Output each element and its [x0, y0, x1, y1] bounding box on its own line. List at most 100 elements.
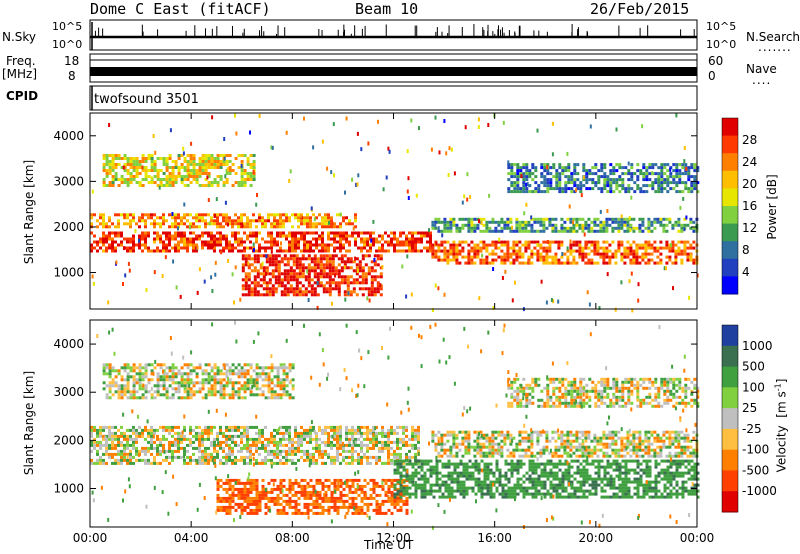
- heatmap-cell: [575, 217, 579, 221]
- heatmap-cell: [465, 486, 469, 490]
- heatmap-cell: [325, 263, 329, 267]
- heatmap-cell: [376, 254, 380, 258]
- heatmap-cell: [207, 222, 210, 226]
- heatmap-cell: [378, 455, 381, 459]
- heatmap-cell: [575, 261, 579, 265]
- heatmap-cell: [663, 178, 667, 182]
- heatmap-cell: [345, 461, 348, 465]
- heatmap-cell: [225, 213, 228, 217]
- heatmap-cell: [381, 425, 384, 429]
- heatmap-cell: [177, 449, 180, 453]
- heatmap-cell: [207, 458, 210, 462]
- heatmap-cell: [255, 240, 258, 244]
- heatmap-cell: [225, 222, 228, 226]
- heatmap-cell: [276, 243, 279, 247]
- heatmap-cell: [584, 255, 588, 259]
- heatmap-cell: [348, 222, 351, 226]
- heatmap-cell: [295, 278, 299, 282]
- heatmap-cell: [417, 446, 420, 450]
- heatmap-cell: [192, 216, 195, 220]
- heatmap-cell: [222, 213, 225, 217]
- heatmap-cell: [147, 181, 151, 184]
- heatmap-cell: [144, 157, 148, 160]
- heatmap-cell: [282, 455, 285, 459]
- heatmap-cell: [477, 489, 481, 493]
- heatmap-cell: [446, 220, 450, 224]
- heatmap-cell: [543, 163, 547, 167]
- heatmap-cell: [449, 223, 453, 227]
- heatmap-cell: [162, 458, 165, 462]
- heatmap-cell: [270, 240, 273, 244]
- heatmap-cell: [360, 490, 364, 494]
- heatmap-cell: [271, 263, 275, 267]
- heatmap-cell: [396, 471, 400, 475]
- heatmap-cell: [450, 486, 454, 490]
- heatmap-cell: [387, 490, 391, 494]
- heatmap-cell: [327, 508, 331, 512]
- heatmap-cell: [252, 478, 256, 482]
- heatmap-cell: [545, 249, 549, 253]
- heatmap-cell: [627, 169, 631, 173]
- heatmap-cell: [189, 461, 192, 465]
- heatmap-cell: [620, 255, 624, 259]
- heatmap-cell: [693, 184, 697, 188]
- heatmap-cell: [213, 246, 216, 250]
- heatmap-cell: [537, 474, 541, 478]
- heatmap-cell: [255, 234, 258, 238]
- heatmap-cell: [165, 166, 169, 169]
- heatmap-cell: [102, 458, 105, 462]
- heatmap-cell: [434, 252, 438, 256]
- heatmap-cell: [132, 243, 135, 247]
- heatmap-cell: [219, 431, 222, 435]
- heatmap-cell: [354, 487, 358, 491]
- heatmap-cell: [222, 446, 225, 450]
- heatmap-cell: [177, 172, 181, 175]
- heatmap-cell: [174, 178, 178, 181]
- heatmap-cell: [337, 293, 341, 297]
- heatmap-cell: [376, 287, 380, 291]
- heatmap-cell: [294, 249, 297, 253]
- heatmap-cell: [584, 226, 588, 230]
- heatmap-cell: [632, 252, 636, 256]
- heatmap-cell: [316, 272, 320, 276]
- heatmap-cell: [315, 222, 318, 226]
- heatmap-cell: [357, 234, 360, 238]
- heatmap-cell: [276, 493, 280, 497]
- heatmap-cell: [286, 263, 290, 267]
- heatmap-cell: [102, 169, 106, 172]
- heatmap-cell: [256, 257, 260, 261]
- heatmap-cell: [291, 246, 294, 250]
- heatmap-cell: [141, 184, 145, 187]
- heatmap-cell: [333, 246, 336, 250]
- heatmap-cell: [346, 287, 350, 291]
- heatmap-cell: [554, 252, 558, 256]
- heatmap-cell: [288, 440, 291, 444]
- heatmap-cell: [156, 437, 159, 441]
- heatmap-cell: [399, 477, 403, 481]
- heatmap-cell: [551, 217, 555, 221]
- heatmap-cell: [93, 213, 96, 217]
- heatmap-cell: [108, 234, 111, 238]
- heatmap-cell: [672, 175, 676, 179]
- heatmap-cell: [366, 455, 369, 459]
- heatmap-cell: [204, 213, 207, 217]
- heatmap-cell: [99, 425, 102, 429]
- heatmap-cell: [349, 275, 353, 279]
- heatmap-cell: [518, 226, 522, 230]
- heatmap-cell: [306, 440, 309, 444]
- heatmap-cell: [384, 446, 387, 450]
- heatmap-cell: [265, 272, 269, 276]
- heatmap-cell: [599, 252, 603, 256]
- heatmap-cell: [306, 496, 310, 500]
- heatmap-cell: [531, 492, 535, 496]
- heatmap-cell: [327, 431, 330, 435]
- heatmap-cell: [252, 443, 255, 447]
- heatmap-cell: [162, 249, 165, 253]
- heatmap-cell: [443, 258, 447, 262]
- heatmap-cell: [361, 275, 365, 279]
- heatmap-cell: [261, 237, 264, 241]
- heatmap-cell: [519, 486, 523, 490]
- heatmap-cell: [387, 461, 390, 465]
- heatmap-cell: [575, 229, 579, 233]
- heatmap-cell: [555, 471, 559, 475]
